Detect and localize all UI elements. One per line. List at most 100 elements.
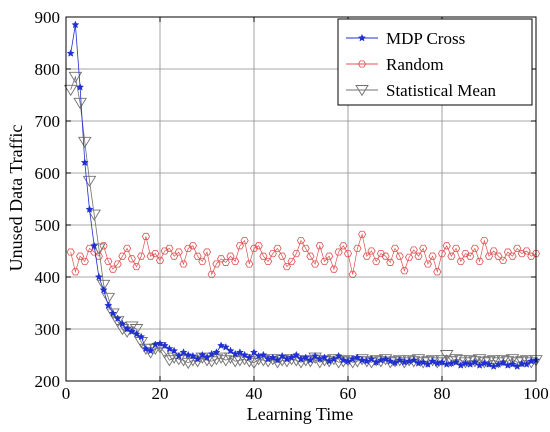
data-point-random	[442, 242, 451, 250]
data-point-mdp-cross	[362, 356, 371, 365]
data-point-random	[381, 252, 390, 260]
data-point-random	[447, 252, 456, 260]
data-point-statistical-mean	[247, 357, 261, 370]
data-point-statistical-mean	[129, 324, 144, 336]
x-tick-label: 100	[523, 384, 549, 403]
data-point-random	[245, 260, 254, 268]
data-point-random	[409, 246, 418, 254]
data-point-random	[353, 244, 362, 252]
data-point-mdp-cross	[90, 241, 99, 250]
data-point-mdp-cross	[231, 349, 240, 358]
data-point-random	[259, 252, 268, 260]
data-point-random	[362, 252, 371, 260]
data-point-mdp-cross	[343, 356, 353, 365]
data-point-random	[123, 244, 132, 252]
data-point-mdp-cross	[480, 359, 489, 367]
legend-label-statistical-mean: Statistical Mean	[386, 81, 497, 100]
data-point-random	[475, 257, 484, 265]
series-random	[66, 230, 541, 278]
x-tick-label: 60	[340, 384, 357, 403]
data-point-mdp-cross	[292, 350, 301, 359]
data-point-mdp-cross	[517, 359, 526, 368]
data-point-random	[334, 248, 343, 256]
axes-frame	[65, 16, 537, 382]
data-point-random	[278, 252, 287, 260]
data-point-random	[76, 252, 85, 260]
data-point-random	[423, 260, 432, 268]
data-point-mdp-cross	[146, 346, 155, 355]
series-line-random	[70, 233, 537, 276]
data-point-statistical-mean	[496, 355, 510, 367]
data-point-random	[118, 252, 127, 260]
y-tick-label: 800	[35, 60, 61, 79]
data-point-mdp-cross	[118, 319, 127, 328]
y-tick-label: 300	[35, 320, 61, 339]
data-point-mdp-cross	[489, 362, 498, 370]
legend-marker-mdp-cross	[357, 33, 367, 42]
data-point-random	[108, 265, 118, 273]
data-point-mdp-cross	[390, 358, 400, 367]
data-point-mdp-cross	[386, 356, 395, 365]
data-point-mdp-cross	[170, 346, 179, 355]
legend-marker-statistical-mean	[355, 85, 369, 97]
data-point-random	[198, 257, 207, 265]
data-point-statistical-mean	[327, 354, 341, 366]
data-point-random	[372, 257, 381, 265]
data-point-random	[141, 232, 150, 240]
data-point-statistical-mean	[63, 84, 78, 97]
x-tick-label: 0	[62, 384, 71, 403]
data-point-random	[358, 230, 367, 238]
legend-entry-mdp-cross: MDP Cross	[346, 29, 465, 48]
data-point-random	[508, 252, 517, 260]
data-point-mdp-cross	[104, 301, 113, 310]
data-point-random	[470, 244, 479, 252]
data-point-random	[348, 270, 357, 278]
data-point-mdp-cross	[71, 20, 80, 29]
data-point-random	[165, 244, 174, 252]
data-point-random	[292, 250, 301, 258]
data-point-mdp-cross	[99, 285, 108, 294]
data-point-random	[151, 250, 160, 258]
legend-entry-random: Random	[346, 55, 444, 74]
data-point-mdp-cross	[513, 362, 522, 370]
data-point-random	[513, 244, 522, 252]
data-point-random	[273, 244, 282, 252]
data-point-random	[325, 252, 334, 260]
data-point-mdp-cross	[358, 355, 367, 364]
data-point-random	[240, 237, 249, 245]
data-point-statistical-mean	[125, 321, 139, 333]
data-point-statistical-mean	[472, 354, 487, 366]
legend: MDP Cross Random Statistical Mean	[337, 18, 533, 106]
data-point-statistical-mean	[486, 355, 501, 367]
data-point-random	[386, 258, 395, 266]
data-point-random	[499, 256, 508, 264]
data-point-random	[414, 252, 423, 260]
data-point-random	[71, 268, 80, 276]
data-point-mdp-cross	[339, 355, 348, 364]
data-point-random	[489, 247, 498, 255]
x-tick-label: 40	[246, 384, 263, 403]
data-point-mdp-cross	[494, 360, 503, 368]
x-tick-label: 80	[434, 384, 451, 403]
data-point-mdp-cross	[221, 342, 230, 351]
data-point-mdp-cross	[475, 361, 484, 369]
data-point-random	[207, 270, 216, 278]
data-point-mdp-cross	[456, 361, 465, 369]
data-point-statistical-mean	[214, 352, 228, 364]
data-point-statistical-mean	[439, 350, 454, 362]
data-point-random	[212, 260, 221, 268]
data-point-random	[433, 268, 442, 276]
data-point-random	[174, 248, 183, 256]
data-point-random	[132, 263, 141, 271]
data-point-mdp-cross	[287, 353, 296, 362]
data-point-statistical-mean	[435, 355, 449, 367]
data-point-statistical-mean	[228, 356, 242, 368]
data-point-mdp-cross	[76, 82, 85, 91]
data-point-statistical-mean	[96, 279, 111, 292]
data-point-random	[301, 244, 310, 252]
data-point-statistical-mean	[78, 136, 92, 149]
data-point-random	[282, 263, 291, 271]
data-point-mdp-cross	[108, 309, 118, 317]
data-point-random	[437, 250, 447, 258]
